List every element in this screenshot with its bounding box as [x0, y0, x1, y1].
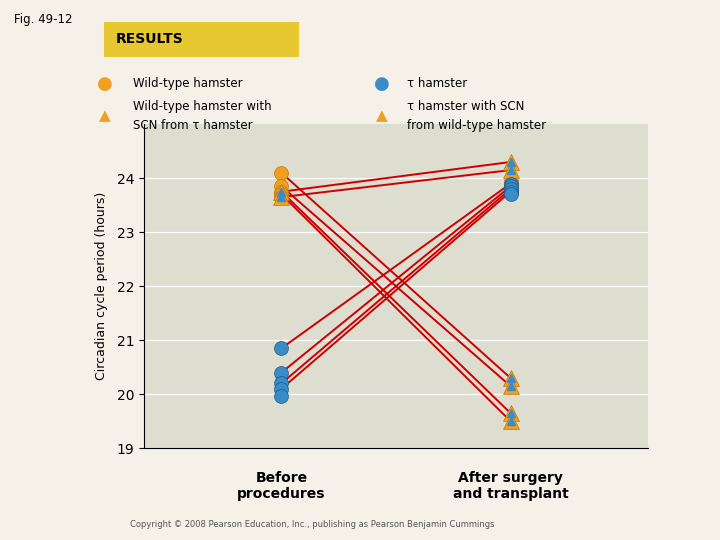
Text: SCN from τ hamster: SCN from τ hamster — [133, 119, 253, 132]
Text: Fig. 49-12: Fig. 49-12 — [14, 14, 73, 26]
Text: ▲: ▲ — [99, 109, 110, 124]
Text: ●: ● — [374, 75, 390, 93]
Text: Wild-type hamster with: Wild-type hamster with — [133, 100, 272, 113]
Text: τ hamster: τ hamster — [407, 77, 467, 90]
Text: Wild-type hamster: Wild-type hamster — [133, 77, 243, 90]
Text: Before
procedures: Before procedures — [237, 471, 325, 501]
Text: ▲: ▲ — [376, 109, 387, 124]
Text: ●: ● — [96, 75, 112, 93]
Text: τ hamster with SCN: τ hamster with SCN — [407, 100, 524, 113]
Text: RESULTS: RESULTS — [116, 32, 184, 46]
Text: After surgery
and transplant: After surgery and transplant — [453, 471, 568, 501]
Text: from wild-type hamster: from wild-type hamster — [407, 119, 546, 132]
Text: Copyright © 2008 Pearson Education, Inc., publishing as Pearson Benjamin Cumming: Copyright © 2008 Pearson Education, Inc.… — [130, 520, 494, 529]
Y-axis label: Circadian cycle period (hours): Circadian cycle period (hours) — [95, 192, 108, 380]
